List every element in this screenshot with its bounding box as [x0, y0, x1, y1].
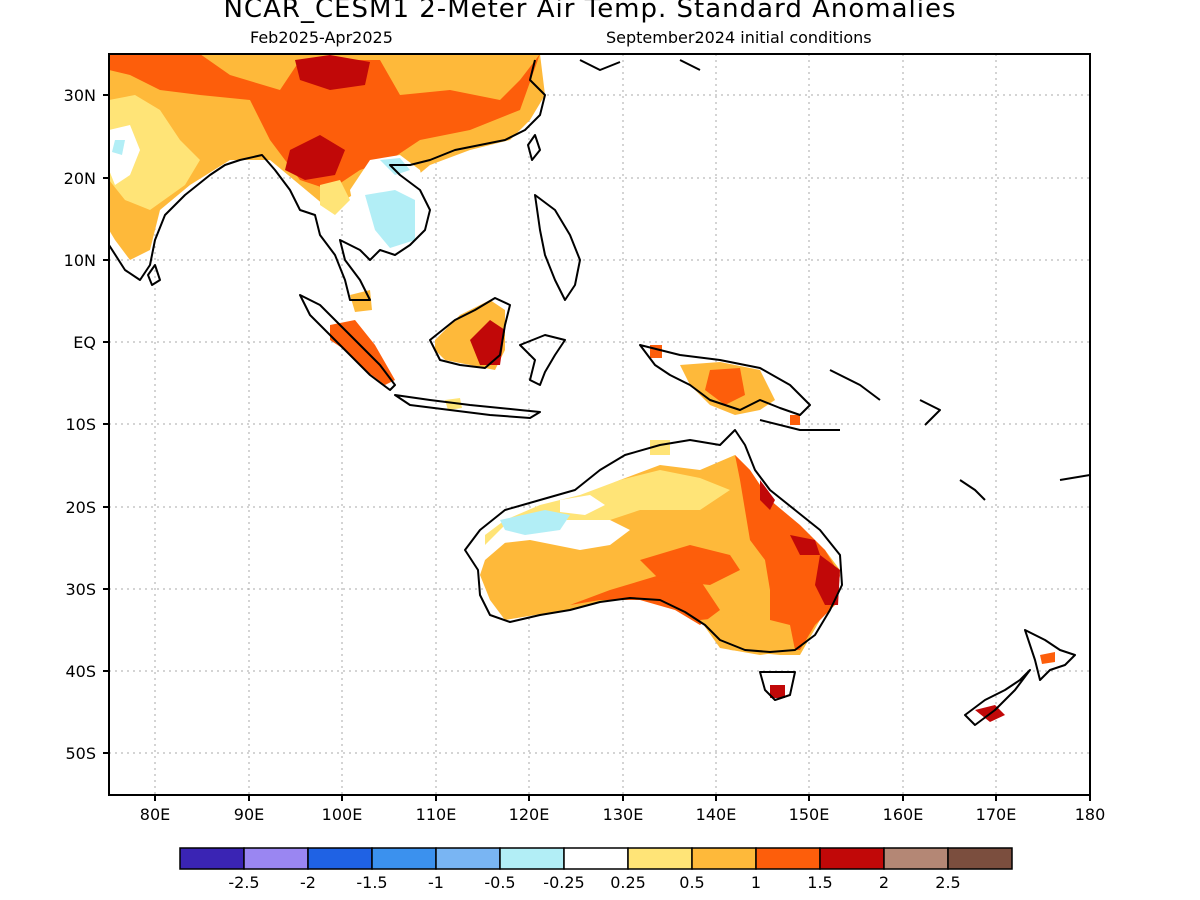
colorbar-swatch — [179, 847, 245, 870]
lat-label: 30N — [64, 86, 96, 105]
lat-label: 20N — [64, 169, 96, 188]
colorbar-label: 2.5 — [935, 873, 960, 892]
colorbar-label: 0.25 — [610, 873, 646, 892]
colorbar-label: 0.5 — [679, 873, 704, 892]
colorbar-swatch — [819, 847, 885, 870]
colorbar-label: -0.5 — [484, 873, 515, 892]
colorbar-label: -0.25 — [543, 873, 584, 892]
colorbar-swatch — [307, 847, 373, 870]
coastlines — [109, 59, 1090, 726]
lat-label: EQ — [73, 333, 96, 352]
colorbar-swatch — [563, 847, 629, 870]
colorbar-label: -2 — [300, 873, 316, 892]
colorbar-label: -1.5 — [356, 873, 387, 892]
colorbar-swatch — [883, 847, 949, 870]
colorbar-label: -1 — [428, 873, 444, 892]
lon-label: 130E — [603, 805, 644, 824]
map-title: NCAR_CESM1 2-Meter Air Temp. Standard An… — [223, 0, 957, 24]
colorbar-swatch — [499, 847, 565, 870]
lon-label: 140E — [696, 805, 737, 824]
lat-label: 40S — [65, 662, 96, 681]
colorbar-label: 1.5 — [807, 873, 832, 892]
forecast-period: Feb2025-Apr2025 — [250, 28, 393, 47]
colorbar-swatch — [947, 847, 1013, 870]
colorbar-swatch — [243, 847, 309, 870]
lon-label: 180 — [1075, 805, 1106, 824]
lat-label: 10N — [64, 251, 96, 270]
colorbar-label: -2.5 — [228, 873, 259, 892]
australia-anomaly-field — [480, 440, 840, 698]
lon-label: 120E — [509, 805, 550, 824]
asia-anomaly-field — [109, 54, 545, 260]
colorbar-label: 1 — [751, 873, 761, 892]
lat-label: 30S — [65, 580, 96, 599]
lat-label: 20S — [65, 498, 96, 517]
lon-label: 100E — [322, 805, 363, 824]
lon-label: 80E — [140, 805, 170, 824]
lat-label: 10S — [65, 415, 96, 434]
lon-label: 170E — [976, 805, 1017, 824]
colorbar-swatch — [627, 847, 693, 870]
initial-conditions: September2024 initial conditions — [606, 28, 872, 47]
colorbar-swatch — [755, 847, 821, 870]
colorbar: -2.5 -2 -1.5 -1 -0.5 -0.25 0.25 0.5 1 1.5 2 2.5 — [179, 847, 1013, 892]
axis-ticks — [103, 94, 1091, 801]
colorbar-label: 2 — [879, 873, 889, 892]
plot-frame-background — [109, 54, 1090, 795]
latitude-labels: 30N 20N 10N EQ 10S 20S 30S 40S 50S — [64, 86, 96, 763]
lon-label: 90E — [234, 805, 264, 824]
lon-label: 160E — [883, 805, 924, 824]
lon-label: 110E — [416, 805, 457, 824]
colorbar-swatch — [691, 847, 757, 870]
longitude-labels: 80E 90E 100E 110E 120E 130E 140E 150E 16… — [140, 805, 1106, 824]
lon-label: 150E — [789, 805, 830, 824]
colorbar-swatch — [371, 847, 437, 870]
colorbar-swatch — [435, 847, 501, 870]
lat-label: 50S — [65, 744, 96, 763]
